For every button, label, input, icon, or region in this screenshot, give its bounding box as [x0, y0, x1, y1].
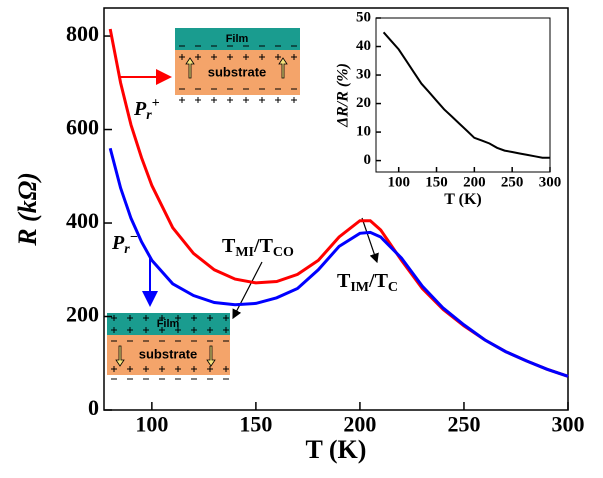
x-tick-label: 300	[539, 175, 562, 191]
y-tick-label: 20	[356, 95, 371, 111]
annotation-part: /T	[253, 235, 274, 257]
annotation-part: C	[388, 280, 398, 295]
y-tick-label: 400	[66, 208, 99, 233]
y-tick-label: 200	[66, 302, 99, 327]
annotation-part: −	[130, 230, 138, 245]
data-line	[382, 31, 550, 159]
polarization-arrow	[115, 345, 216, 367]
annotation-part: P	[111, 232, 125, 254]
annotation: TIM/TC	[337, 270, 398, 296]
x-tick-label: 150	[239, 412, 272, 437]
x-tick-label: 250	[447, 412, 480, 437]
annotation-part: T	[222, 235, 236, 257]
diagram-label: substrate	[139, 346, 198, 361]
x-tick-label: 200	[463, 175, 486, 191]
x-tick-label: 150	[425, 175, 448, 191]
annotation-part: P	[133, 98, 147, 120]
arrow	[361, 217, 379, 264]
y-axis-label: R (kΩ)	[13, 172, 42, 247]
plot-frame	[103, 7, 569, 411]
y-tick-label: 50	[356, 9, 371, 25]
annotation-part: r	[124, 242, 130, 257]
x-tick-label: 100	[387, 175, 410, 191]
y-tick-label: 0	[88, 395, 99, 420]
film	[107, 313, 230, 335]
x-tick-label: 300	[552, 412, 585, 437]
y-tick-label: 10	[356, 124, 371, 140]
diagram-label: Film	[157, 318, 180, 330]
x-axis-label: T (K)	[444, 191, 481, 208]
diagram-label: Film	[226, 33, 249, 45]
arrow	[232, 261, 263, 320]
annotation-part: MI	[235, 245, 254, 260]
x-tick-label: 200	[343, 412, 376, 437]
inset-frame	[375, 17, 551, 173]
x-tick-label: 100	[135, 412, 168, 437]
annotation: Pr−	[111, 230, 138, 257]
diagram-label: substrate	[208, 64, 267, 79]
annotation-part: +	[152, 96, 160, 111]
y-tick-label: 600	[66, 115, 99, 140]
annotation-part: r	[146, 108, 152, 123]
y-tick-label: 30	[356, 66, 371, 82]
annotation-part: CO	[273, 245, 294, 260]
y-tick-label: 0	[364, 152, 372, 168]
annotation-part: T	[337, 270, 351, 292]
polarization-arrow	[185, 57, 288, 79]
annotation-part: IM	[350, 280, 369, 295]
y-tick-label: 40	[356, 38, 371, 54]
annotation: TMI/TCO	[222, 235, 294, 261]
x-tick-label: 250	[501, 175, 524, 191]
annotation-part: /T	[368, 270, 389, 292]
data-line	[108, 147, 569, 378]
film	[175, 28, 300, 50]
y-axis-label: ΔR/R (%)	[335, 63, 352, 128]
x-axis-label: T (K)	[306, 435, 367, 464]
y-tick-label: 800	[66, 21, 99, 46]
annotation: Pr+	[133, 96, 160, 123]
